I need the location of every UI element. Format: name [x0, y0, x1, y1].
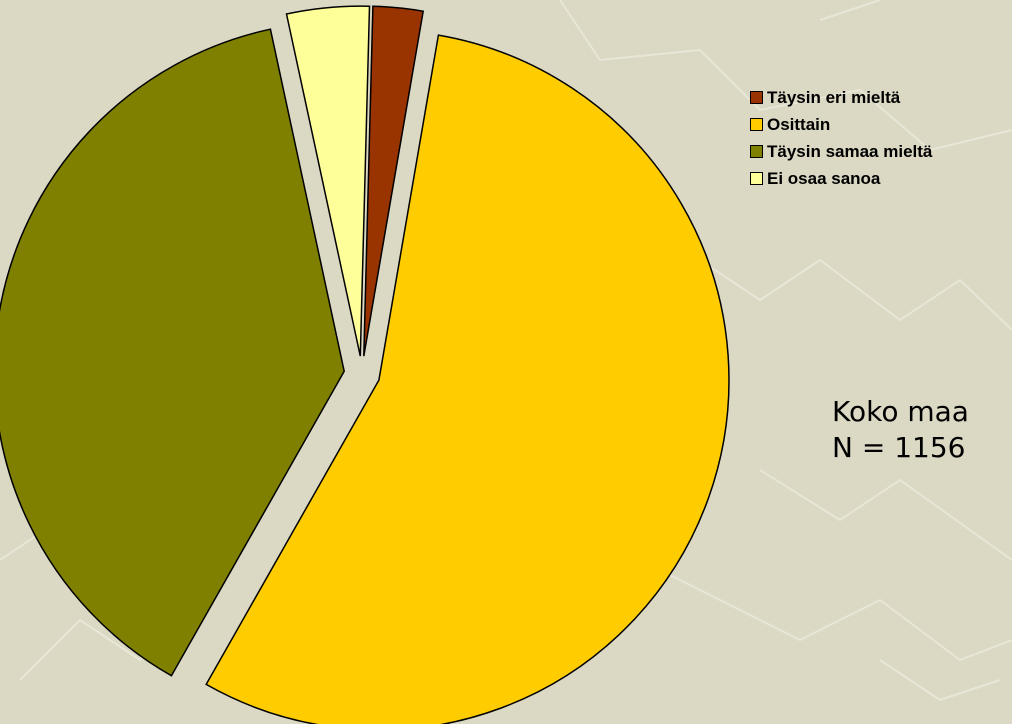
pie-slice-ei-osaa-sanoa [285, 5, 371, 357]
pie-slice-osittain [205, 34, 730, 724]
legend-item-ei-osaa-sanoa: Ei osaa sanoa [750, 165, 1012, 192]
chart-legend: Täysin eri mieltä Osittain Täysin samaa … [750, 84, 1012, 192]
legend-label: Osittain [767, 114, 831, 134]
legend-swatch [750, 91, 763, 104]
sample-annotation: Koko maa N = 1156 [832, 394, 1010, 466]
legend-swatch [750, 118, 763, 131]
legend-label: Täysin eri mieltä [767, 87, 901, 107]
pie-slice-taysin-eri-mielta [363, 5, 425, 357]
legend-item-taysin-samaa-mielta: Täysin samaa mieltä [750, 138, 1012, 165]
legend-item-taysin-eri-mielta: Täysin eri mieltä [750, 84, 1012, 111]
legend-item-osittain: Osittain [750, 111, 1012, 138]
annotation-sample-size: N = 1156 [832, 431, 966, 464]
legend-swatch [750, 172, 763, 185]
legend-label: Täysin samaa mieltä [767, 141, 933, 161]
pie-slice-taysin-samaa-mielta [0, 28, 345, 677]
legend-label: Ei osaa sanoa [767, 168, 881, 188]
annotation-region: Koko maa [832, 395, 969, 428]
legend-swatch [750, 145, 763, 158]
